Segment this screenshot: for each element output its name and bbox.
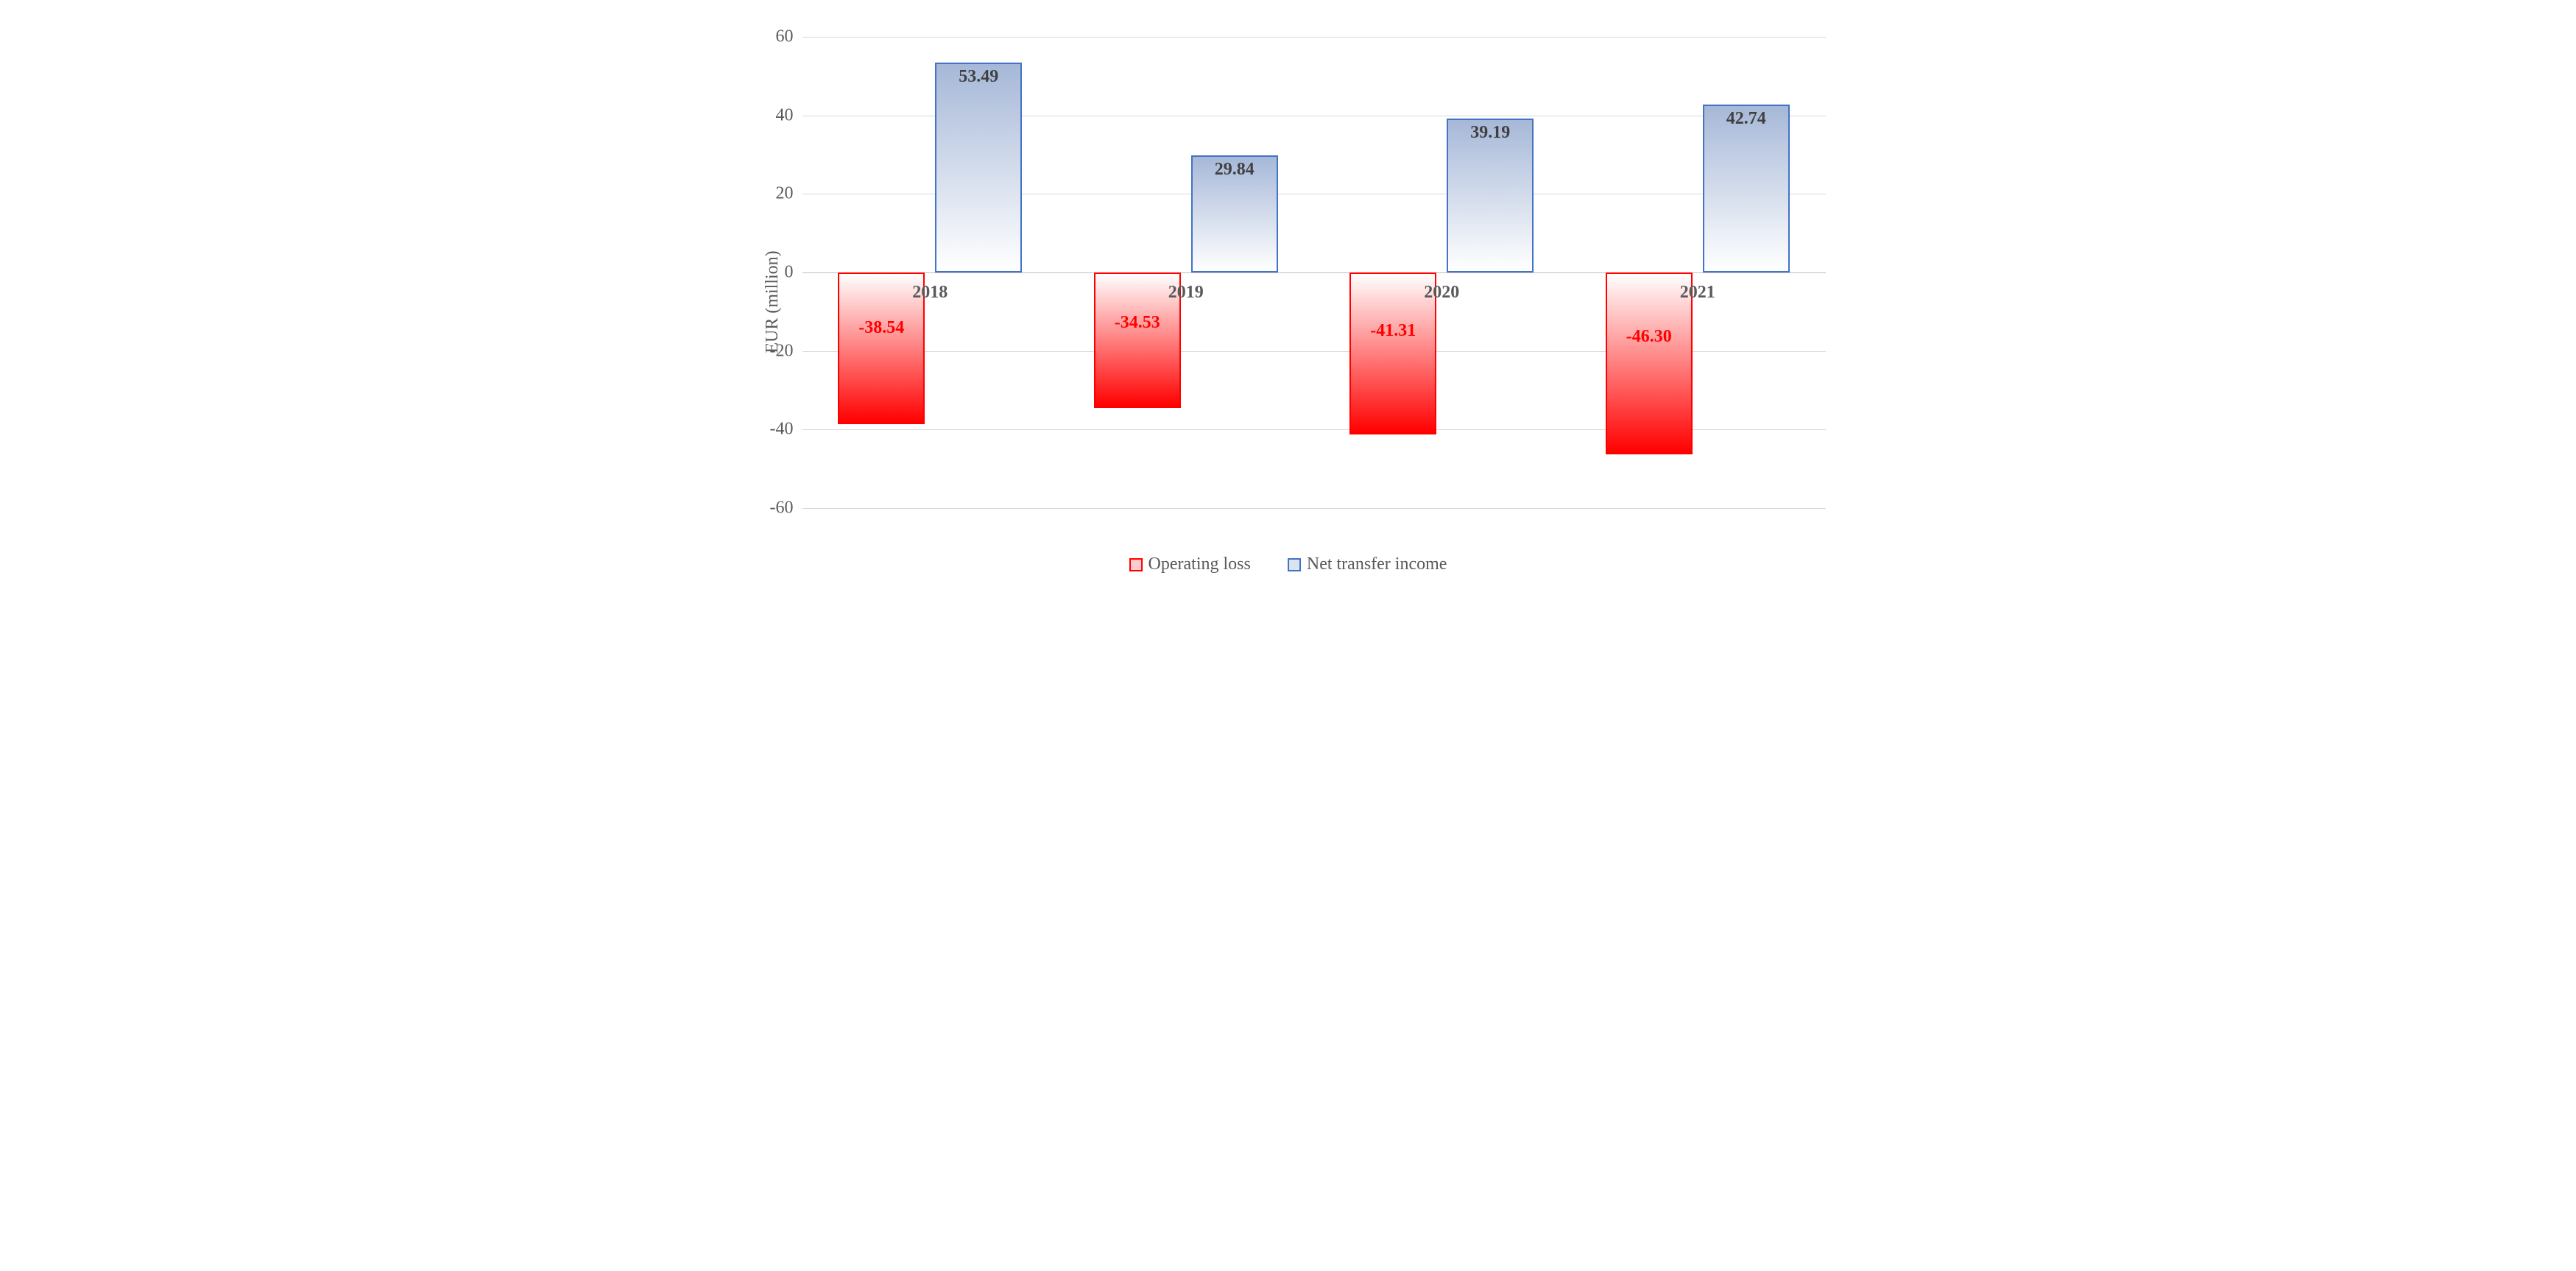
plot-area: -60-40-200204060-38.5453.492018-34.5329.… xyxy=(802,37,1826,508)
bar-chart: EUR (million) -60 -40 -20 0 20 40 60 -38.54 53.4… xyxy=(736,29,1841,574)
legend-label: Operating loss xyxy=(1148,554,1251,574)
bar-group: -41.31 39.19 2020 xyxy=(1314,37,1570,508)
bar-value-label: 29.84 xyxy=(1191,160,1278,180)
category-label: 2019 xyxy=(1168,283,1204,303)
bar-value-label: -41.31 xyxy=(1349,321,1436,341)
bar-value-label: 53.49 xyxy=(935,67,1022,87)
y-axis-title: EUR (million) xyxy=(763,250,783,353)
category-label: 2021 xyxy=(1680,283,1715,303)
legend-swatch xyxy=(1129,558,1143,571)
bar xyxy=(935,63,1022,272)
y-tick-label: 0 xyxy=(785,263,794,283)
y-tick-label: -60 xyxy=(770,499,794,518)
bar-value-label: -34.53 xyxy=(1094,313,1181,333)
legend-label: Net transfer income xyxy=(1307,554,1447,574)
bar xyxy=(1703,105,1790,272)
category-label: 2018 xyxy=(912,283,948,303)
legend-item: Net transfer income xyxy=(1288,554,1447,574)
category-label: 2020 xyxy=(1424,283,1459,303)
legend-item: Operating loss xyxy=(1129,554,1251,574)
y-tick-label: -40 xyxy=(770,420,794,440)
gridline xyxy=(802,508,1826,509)
bar-group: -38.54 53.49 2018 xyxy=(802,37,1059,508)
bar-group: -46.30 42.74 2021 xyxy=(1570,37,1826,508)
bar-value-label: 42.74 xyxy=(1703,109,1790,129)
bar-value-label: 39.19 xyxy=(1447,123,1534,143)
legend: Operating loss Net transfer income xyxy=(1129,554,1447,574)
bar-group: -34.53 29.84 2019 xyxy=(1058,37,1314,508)
legend-swatch xyxy=(1288,558,1301,571)
bar-value-label: -38.54 xyxy=(838,318,925,338)
y-tick-label: -20 xyxy=(770,341,794,361)
y-tick-label: 40 xyxy=(776,105,794,125)
y-tick-label: 60 xyxy=(776,27,794,47)
bar-value-label: -46.30 xyxy=(1606,327,1693,347)
y-tick-label: 20 xyxy=(776,184,794,204)
